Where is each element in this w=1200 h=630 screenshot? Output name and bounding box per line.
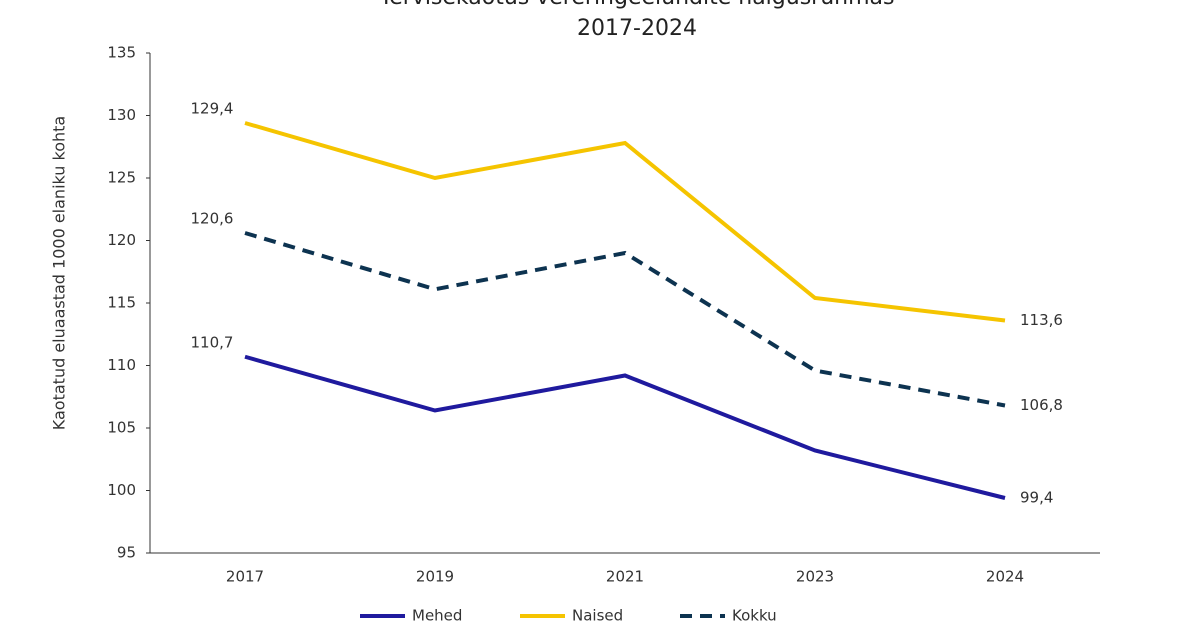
series-line: [244, 231, 1006, 408]
x-tick-label: 2017: [226, 568, 264, 586]
data-label: 99,4: [1020, 489, 1053, 507]
data-label: 120,6: [191, 210, 234, 228]
data-label: 129,4: [191, 100, 234, 118]
y-tick-label: 125: [107, 169, 136, 187]
data-label: 110,7: [191, 333, 234, 351]
legend-label: Kokku: [732, 607, 777, 625]
y-axis-label: Kaotatud eluaastad 1000 elaniku kohta: [50, 116, 69, 430]
chart-title: Tervisekaotus vereringeelundite haigusrü…: [379, 0, 895, 10]
chart-title: 2017-2024: [577, 16, 697, 41]
series-line: [244, 121, 1006, 323]
y-tick-label: 105: [107, 419, 136, 437]
x-tick-label: 2023: [796, 568, 834, 586]
data-label: 113,6: [1020, 311, 1063, 329]
legend-label: Mehed: [412, 607, 462, 625]
x-tick-label: 2019: [416, 568, 454, 586]
y-tick-label: 135: [107, 44, 136, 62]
y-tick-label: 115: [107, 294, 136, 312]
y-tick-label: 95: [117, 544, 136, 562]
y-tick-label: 120: [107, 231, 136, 249]
series-line: [244, 354, 1006, 500]
legend-label: Naised: [572, 607, 623, 625]
y-tick-label: 130: [107, 106, 136, 124]
data-label: 106,8: [1020, 396, 1063, 414]
x-tick-label: 2024: [986, 568, 1024, 586]
y-tick-label: 100: [107, 481, 136, 499]
y-tick-label: 110: [107, 356, 136, 374]
x-tick-label: 2021: [606, 568, 644, 586]
